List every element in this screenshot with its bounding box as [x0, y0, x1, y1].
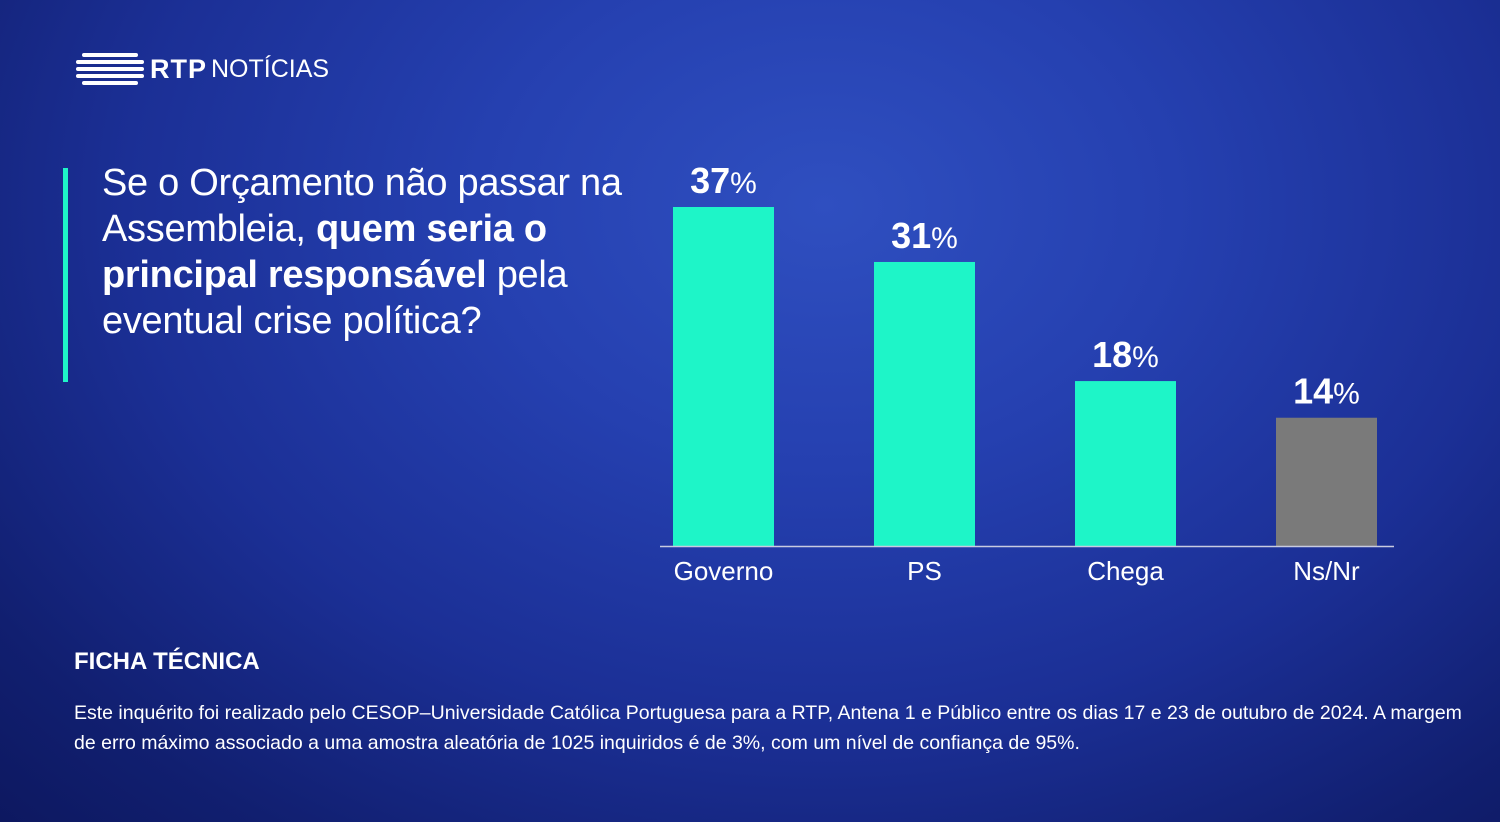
- bar-chega: [1075, 381, 1176, 546]
- ficha-tecnica-heading: FICHA TÉCNICA: [74, 648, 260, 675]
- question-accent-bar: [63, 168, 68, 382]
- question-part2: pela eventual crise política?: [102, 254, 568, 342]
- bar-ps: [874, 261, 975, 546]
- data-label: 37%: [690, 160, 757, 201]
- ficha-tecnica-text: Este inquérito foi realizado pelo CESOP–…: [74, 702, 1462, 754]
- data-label: 31%: [891, 215, 958, 256]
- data-label: 14%: [1293, 371, 1360, 412]
- rtp-noticias-logo: RTP NOTÍCIAS: [76, 53, 329, 85]
- logo-brand: RTP: [150, 53, 207, 84]
- question-part1: Se o Orçamento não passar na Assembleia,: [102, 162, 622, 250]
- category-label: Governo: [674, 556, 774, 586]
- rtp-stripes-icon: [76, 53, 144, 85]
- bar-governo: [673, 207, 774, 546]
- question-bold: quem seria o principal responsável: [102, 208, 547, 296]
- question-text: Se o Orçamento não passar na Assembleia,…: [102, 160, 622, 344]
- category-label: Chega: [1087, 556, 1164, 586]
- category-label: Ns/Nr: [1293, 556, 1360, 586]
- bar-nsnr: [1276, 417, 1377, 546]
- category-label: PS: [907, 556, 942, 586]
- data-label: 18%: [1092, 334, 1159, 375]
- logo-section: NOTÍCIAS: [211, 54, 330, 83]
